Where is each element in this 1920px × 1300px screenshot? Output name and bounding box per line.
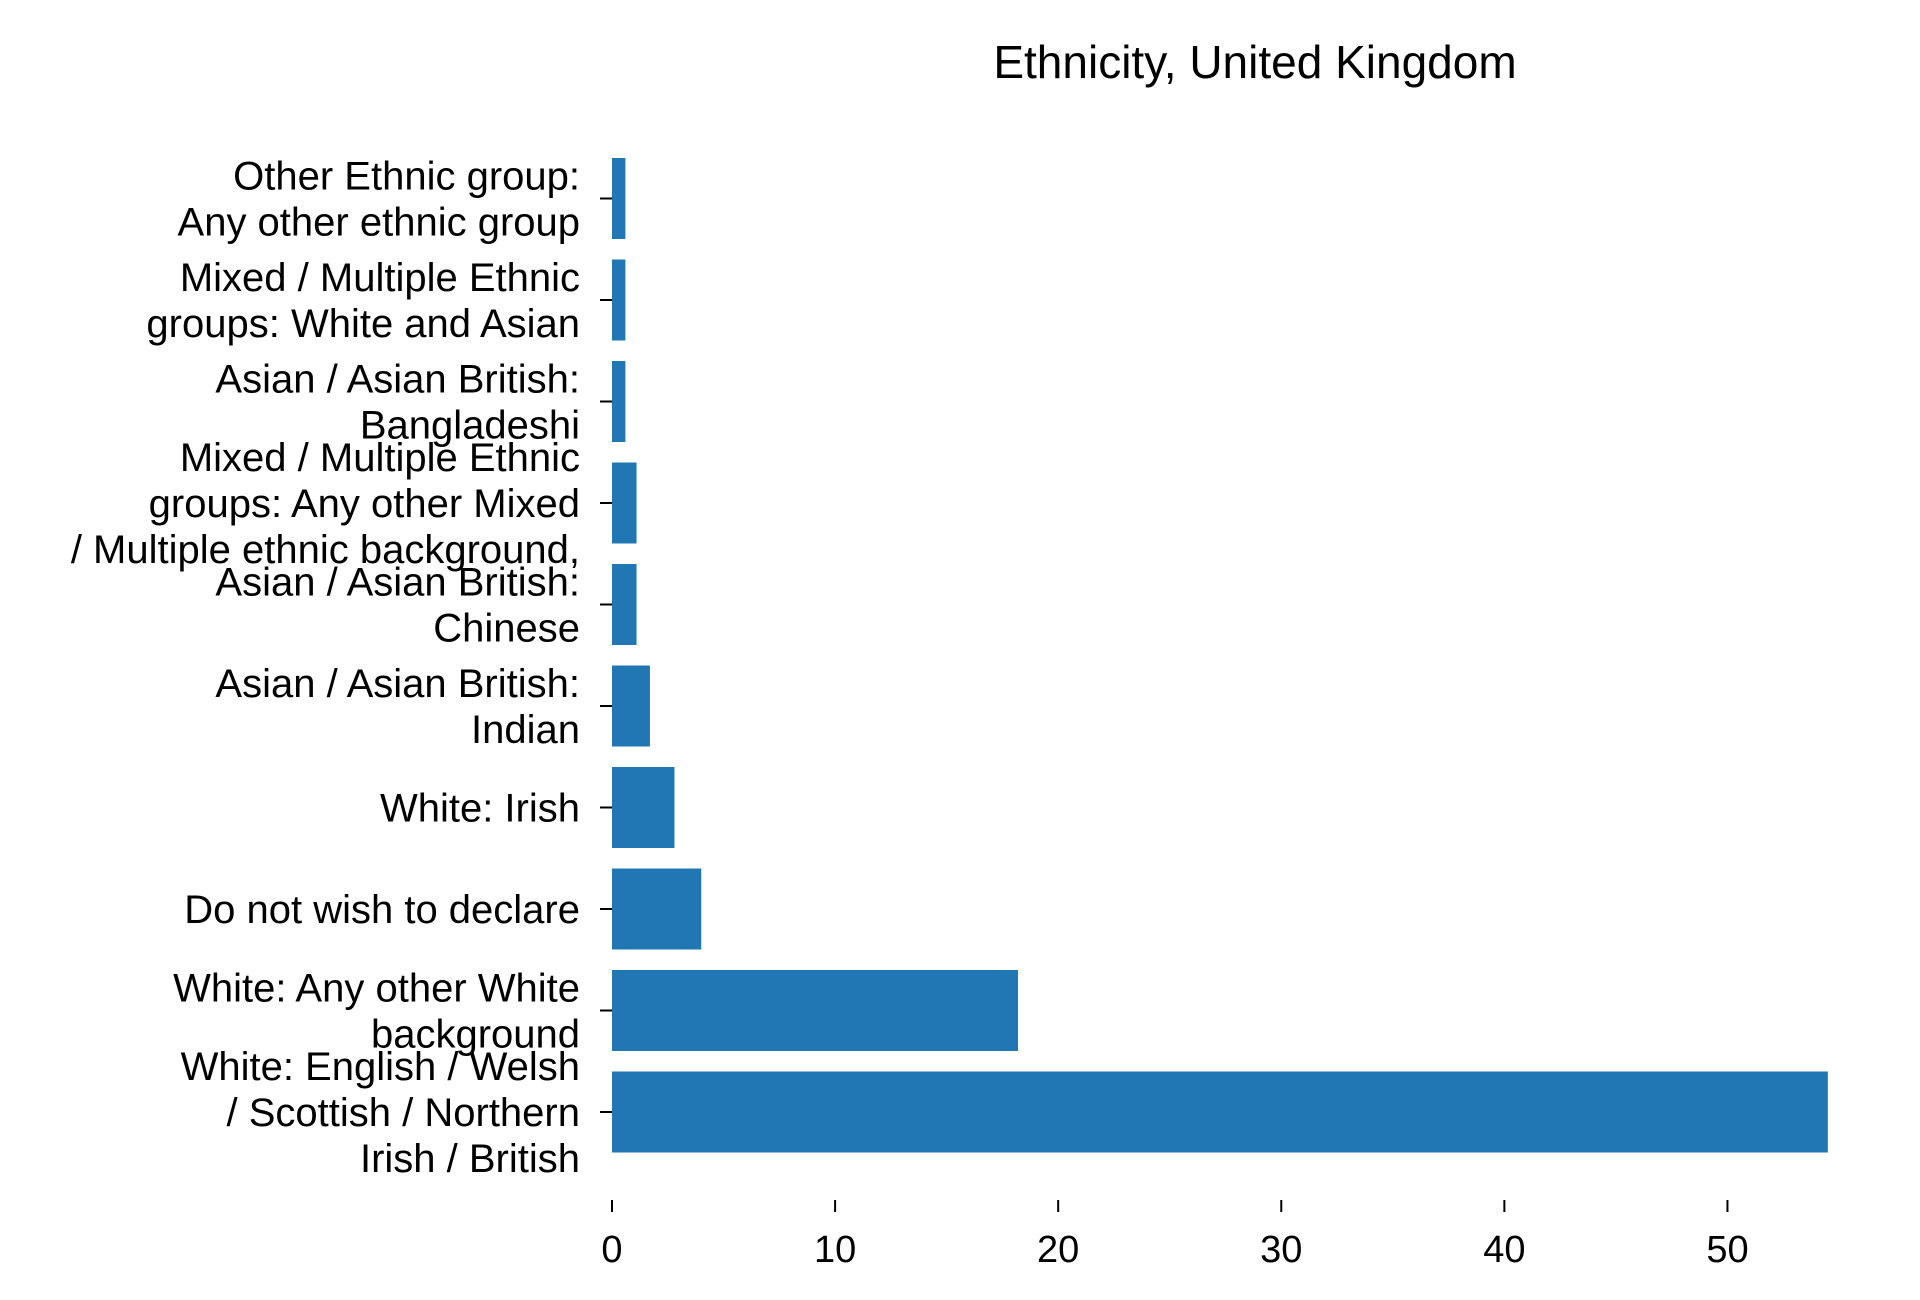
- y-tick-label-line: Asian / Asian British:: [215, 662, 580, 706]
- y-tick-label-line: Bangladeshi: [360, 404, 580, 448]
- y-tick-label-line: / Multiple ethnic background,: [71, 528, 580, 572]
- bar-7: [612, 361, 626, 442]
- chart-title: Ethnicity, United Kingdom: [993, 36, 1516, 88]
- x-tick-label-3: 30: [1260, 1229, 1302, 1271]
- bar-4: [612, 665, 650, 747]
- x-tick-label-2: 20: [1037, 1229, 1079, 1271]
- y-axis: White: English / Welsh / Scottish / North…: [71, 155, 612, 1181]
- y-tick-label-line: groups: Any other Mixed: [149, 482, 580, 526]
- bar-3: [612, 767, 675, 848]
- y-tick-label-7: Asian / Asian British: Bangladeshi: [215, 358, 580, 448]
- y-tick-label-4: Asian / Asian British: Indian: [215, 662, 580, 752]
- y-tick-label-line: Do not wish to declare: [184, 888, 580, 932]
- x-tick-label-0: 0: [601, 1229, 622, 1271]
- y-tick-label-line: White: Irish: [380, 787, 580, 831]
- y-tick-label-line: Other Ethnic group:: [233, 155, 580, 199]
- bar-6: [612, 462, 637, 544]
- y-tick-label-1: White: Any other White background: [173, 967, 580, 1057]
- y-tick-label-line: Mixed / Multiple Ethnic: [180, 436, 580, 480]
- y-tick-label-6: Mixed / Multiple Ethnic groups: Any other…: [71, 436, 580, 572]
- bar-5: [612, 564, 637, 645]
- x-tick-label-1: 10: [814, 1229, 856, 1271]
- x-axis: 0 10 20 30 40 50: [601, 1200, 1749, 1271]
- x-tick-label-5: 50: [1706, 1229, 1748, 1271]
- y-tick-label-line: / Scottish / Northern: [227, 1091, 580, 1135]
- y-tick-label-line: Asian / Asian British:: [215, 358, 580, 402]
- y-tick-label-line: background: [371, 1013, 580, 1057]
- y-tick-label-line: groups: White and Asian: [146, 302, 580, 346]
- bars-layer: [612, 158, 1828, 1153]
- y-tick-label-0: White: English / Welsh / Scottish / North…: [181, 1045, 580, 1181]
- bar-8: [612, 259, 626, 341]
- bar-0: [612, 1071, 1828, 1153]
- y-tick-label-9: Other Ethnic group: Any other ethnic grou…: [178, 155, 580, 245]
- y-tick-label-line: Chinese: [433, 607, 580, 651]
- y-tick-label-line: Irish / British: [360, 1137, 580, 1181]
- bar-9: [612, 158, 626, 239]
- y-tick-label-line: Indian: [471, 708, 580, 752]
- y-tick-label-8: Mixed / Multiple Ethnic groups: White and…: [146, 256, 580, 346]
- y-tick-label-3: White: Irish: [380, 787, 580, 831]
- y-tick-label-line: Any other ethnic group: [178, 201, 580, 245]
- y-tick-label-line: White: English / Welsh: [181, 1045, 580, 1089]
- y-tick-label-line: Mixed / Multiple Ethnic: [180, 256, 580, 300]
- y-tick-label-5: Asian / Asian British: Chinese: [215, 561, 580, 651]
- y-tick-label-line: Asian / Asian British:: [215, 561, 580, 605]
- y-tick-label-2: Do not wish to declare: [184, 888, 580, 932]
- bar-2: [612, 868, 702, 950]
- x-tick-label-4: 40: [1483, 1229, 1525, 1271]
- bar-1: [612, 970, 1019, 1051]
- y-tick-label-line: White: Any other White: [173, 967, 580, 1011]
